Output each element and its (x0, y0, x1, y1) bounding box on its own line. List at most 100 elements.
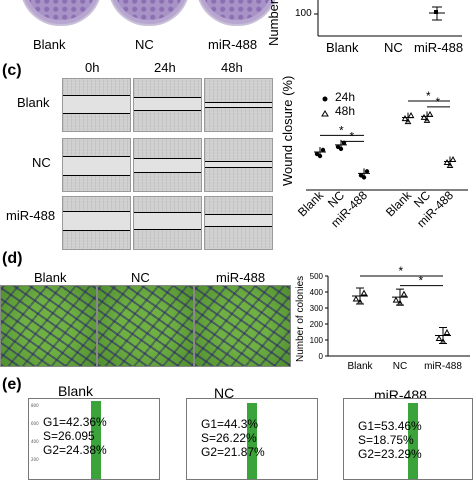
significance-star: * (436, 95, 441, 109)
panel-c-letter: (c) (2, 62, 22, 79)
row-label-mir488: miR-488 (6, 208, 56, 223)
data-point (400, 290, 408, 297)
top-chart-fragment (314, 0, 462, 37)
data-point (401, 115, 409, 122)
data-point (404, 118, 412, 125)
top-chart-x-mir488: miR-488 (414, 40, 464, 55)
stat-s: S=26.095 (43, 429, 95, 443)
facs-ytick: 200 (31, 457, 39, 462)
data-point (352, 295, 360, 302)
top-chart-ylabel: Number (266, 0, 281, 46)
g1-peak (247, 403, 257, 479)
y-tick-label: 100 (310, 336, 324, 345)
data-point (364, 169, 370, 174)
stat-s: S=26.22% (201, 431, 257, 445)
facs-ytick: 600 (31, 421, 39, 426)
g1-peak (408, 403, 418, 479)
data-point (396, 299, 404, 306)
data-point (420, 113, 428, 120)
stat-g1: G1=42.36% (43, 415, 107, 429)
top-chart-ytick: 100 (295, 8, 312, 19)
y-tick-label: 400 (310, 288, 324, 297)
scratch-image-nc-24h (133, 138, 202, 192)
row-label-blank: Blank (17, 95, 50, 110)
data-point (439, 337, 447, 345)
significance-star: * (419, 274, 424, 288)
stat-g1: G1=44.3% (201, 417, 259, 431)
colonies-chart: 0 100 200 300 400 500 Blank NC miR-488 * * (310, 264, 470, 372)
data-point (392, 296, 400, 303)
data-point (407, 112, 415, 119)
dish-label-mir488: miR-488 (208, 37, 258, 52)
data-point (317, 153, 323, 159)
time-label-24h: 24h (154, 60, 176, 75)
panel-d-letter: (d) (2, 250, 23, 267)
x-tick-label: Blank (347, 361, 373, 372)
data-point (435, 334, 443, 342)
scratch-image-mir488-48h (204, 196, 273, 250)
transwell-label-nc: NC (131, 270, 150, 285)
legend-24h-label: 24h (335, 90, 356, 104)
data-point (443, 158, 451, 165)
stat-g2: G2=24.38% (43, 443, 107, 457)
legend-24h-marker (322, 96, 328, 102)
row-label-nc: NC (32, 155, 51, 170)
transwell-image-blank (0, 285, 97, 367)
data-point (338, 146, 344, 152)
facs-ytick: 400 (31, 439, 39, 444)
significance-star: * (399, 264, 404, 278)
y-tick-label: 300 (310, 304, 324, 313)
transwell-label-mir488: miR-488 (216, 270, 266, 285)
facs-histogram-nc: G1=44.3% S=26.22% G2=21.87% (186, 398, 318, 480)
scratch-image-blank-24h (133, 78, 202, 132)
facs-histogram-mir488: G1=53.46% S=18.75% G2=23.29% (343, 398, 473, 480)
transwell-image-mir488 (194, 285, 291, 367)
stat-s: S=18.75% (358, 433, 414, 447)
facs-histogram-blank: 800 600 400 200 G1=42.36% S=26.095 G2=24… (28, 398, 160, 480)
g1-peak (91, 401, 101, 479)
data-point (423, 116, 431, 123)
data-point (361, 175, 367, 180)
top-chart-x-blank: Blank (326, 40, 359, 55)
data-point (449, 155, 457, 162)
y-tick-label: 0 (319, 352, 324, 361)
data-point (443, 328, 451, 336)
legend-48h-marker (321, 110, 329, 117)
facs-ytick: 800 (31, 403, 39, 408)
data-point (426, 110, 434, 117)
stat-g1: G1=53.46% (358, 419, 422, 433)
time-label-0h: 0h (85, 60, 100, 75)
x-tick-label: Blank (295, 188, 327, 220)
significance-star: * (426, 89, 431, 103)
data-point (320, 147, 326, 153)
colony-dish-nc (108, 0, 190, 26)
x-tick-label: NC (393, 361, 407, 372)
scratch-image-nc-0h (62, 138, 131, 192)
y-tick-label: 500 (310, 272, 324, 281)
colony-dish-mir488 (196, 0, 278, 26)
dish-label-blank: Blank (33, 37, 66, 52)
x-tick-label: Blank (383, 188, 415, 220)
significance-star: * (350, 129, 355, 143)
legend-48h-label: 48h (335, 104, 356, 118)
time-label-48h: 48h (221, 60, 243, 75)
facs-title-nc: NC (214, 385, 235, 401)
x-tick-label: miR-488 (424, 361, 462, 372)
stat-g2: G2=23.29% (358, 447, 422, 461)
stat-g2: G2=21.87% (201, 445, 265, 459)
scratch-image-mir488-0h (62, 196, 131, 250)
panel-e-letter: (e) (2, 376, 22, 393)
data-point (356, 298, 364, 305)
data-point (446, 161, 454, 168)
scratch-image-mir488-24h (133, 196, 202, 250)
facs-title-blank: Blank (58, 383, 94, 399)
scratch-image-nc-48h (204, 138, 273, 192)
top-chart-x-nc: NC (384, 40, 403, 55)
dish-label-nc: NC (135, 37, 154, 52)
scratch-image-blank-48h (204, 78, 273, 132)
colonies-ylabel: Number of colonies (295, 275, 306, 362)
significance-star: * (339, 123, 344, 137)
transwell-image-nc (97, 285, 194, 367)
transwell-label-blank: Blank (34, 270, 67, 285)
scratch-image-blank-0h (62, 78, 131, 132)
